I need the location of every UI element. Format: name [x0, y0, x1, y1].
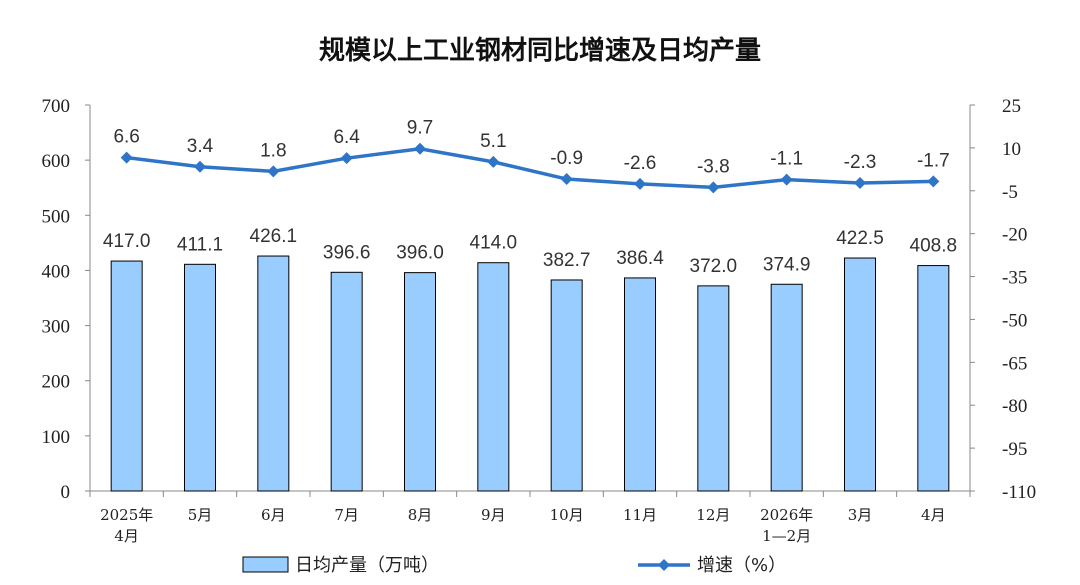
bar — [184, 263, 216, 492]
line-data-label: 1.8 — [260, 140, 286, 161]
y-right-tick-label: -35 — [1002, 268, 1027, 289]
y-left-tick-label: 300 — [42, 317, 71, 338]
y-left-tick-label: 600 — [42, 151, 71, 172]
x-tick-label: 1—2月 — [762, 527, 811, 545]
bar-data-label: 374.9 — [763, 254, 811, 275]
legend-line-marker — [658, 559, 670, 571]
y-right-tick-label: 25 — [1002, 96, 1021, 117]
bar — [697, 285, 730, 492]
line-marker — [927, 175, 940, 188]
line-marker — [487, 155, 500, 168]
line-data-label: -2.6 — [624, 153, 657, 174]
x-tick-label: 7月 — [334, 506, 359, 524]
bar-data-label: 396.6 — [323, 242, 371, 263]
bar-data-label: 386.4 — [616, 248, 664, 269]
line-marker — [707, 181, 720, 194]
legend-line-label: 增速（%） — [697, 555, 786, 576]
y-left-tick-label: 400 — [42, 261, 71, 282]
bar-data-label: 408.8 — [910, 236, 958, 257]
y-right-tick-label: -5 — [1002, 182, 1018, 203]
x-tick-label: 4月 — [114, 527, 139, 545]
line-series — [126, 146, 934, 190]
y-right-tick-label: -65 — [1002, 353, 1027, 374]
y-left-tick-label: 100 — [42, 427, 71, 448]
x-tick-label: 12月 — [696, 506, 730, 524]
legend-bar-label: 日均产量（万吨） — [295, 555, 439, 576]
line-marker — [634, 177, 646, 190]
x-tick-label: 9月 — [481, 506, 506, 524]
bar — [110, 260, 143, 492]
line-marker — [267, 165, 280, 178]
x-tick-label: 2026年 — [760, 506, 813, 524]
y-right-tick-label: 10 — [1002, 139, 1021, 160]
line-data-label: 9.7 — [407, 118, 433, 139]
x-tick-label: 8月 — [408, 506, 433, 524]
x-tick-label: 4月 — [921, 506, 946, 524]
y-left-tick-label: 500 — [42, 206, 71, 227]
y-right-tick-label: -110 — [1002, 482, 1036, 503]
bar-data-label: 396.0 — [396, 243, 444, 264]
bar-data-label: 414.0 — [470, 233, 518, 254]
line-marker — [340, 152, 353, 165]
line-data-label: -2.3 — [844, 152, 877, 173]
chart-title: 规模以上工业钢材同比增速及日均产量 — [318, 36, 761, 66]
x-tick-label: 11月 — [623, 506, 657, 524]
y-left-tick-label: 200 — [42, 372, 71, 393]
y-right-tick-label: -95 — [1002, 439, 1027, 460]
line-data-label: 3.4 — [187, 136, 214, 157]
bar — [844, 257, 876, 492]
x-tick-label: 5月 — [188, 506, 213, 524]
bar-data-label: 382.7 — [543, 250, 591, 271]
x-tick-label: 10月 — [550, 506, 584, 524]
bar-data-label: 417.0 — [103, 231, 151, 252]
bar — [770, 283, 803, 492]
line-marker — [560, 173, 573, 186]
bar-data-label: 426.1 — [250, 226, 298, 247]
x-tick-label: 2025年 — [100, 506, 153, 524]
line-data-label: -1.1 — [770, 149, 803, 170]
line-data-label: 6.6 — [113, 127, 139, 148]
y-left-tick-label: 700 — [42, 96, 71, 117]
legend-bar-swatch — [242, 556, 289, 573]
bar — [404, 272, 436, 492]
x-tick-label: 6月 — [261, 506, 286, 524]
line-marker — [194, 160, 206, 173]
bar-data-label: 372.0 — [690, 256, 738, 277]
line-data-label: -1.7 — [917, 150, 950, 171]
line-marker — [414, 142, 426, 155]
line-data-label: 6.4 — [333, 127, 360, 148]
y-right-tick-label: -50 — [1002, 310, 1027, 331]
bar — [624, 277, 656, 492]
line-marker — [780, 173, 793, 186]
y-right-tick-label: -20 — [1002, 225, 1027, 246]
bar — [330, 271, 363, 492]
x-tick-label: 3月 — [848, 506, 873, 524]
line-data-label: 5.1 — [480, 131, 506, 152]
line-marker — [120, 151, 133, 164]
bar — [550, 279, 583, 492]
bar — [477, 262, 510, 492]
bar-data-label: 422.5 — [836, 228, 884, 249]
line-marker — [854, 177, 866, 190]
bar-data-label: 411.1 — [177, 234, 223, 255]
y-left-tick-label: 0 — [61, 482, 71, 503]
line-data-label: -0.9 — [550, 148, 583, 169]
bar — [257, 255, 290, 492]
y-right-tick-label: -80 — [1002, 396, 1027, 417]
line-data-label: -3.8 — [697, 156, 730, 177]
bar — [917, 265, 950, 492]
